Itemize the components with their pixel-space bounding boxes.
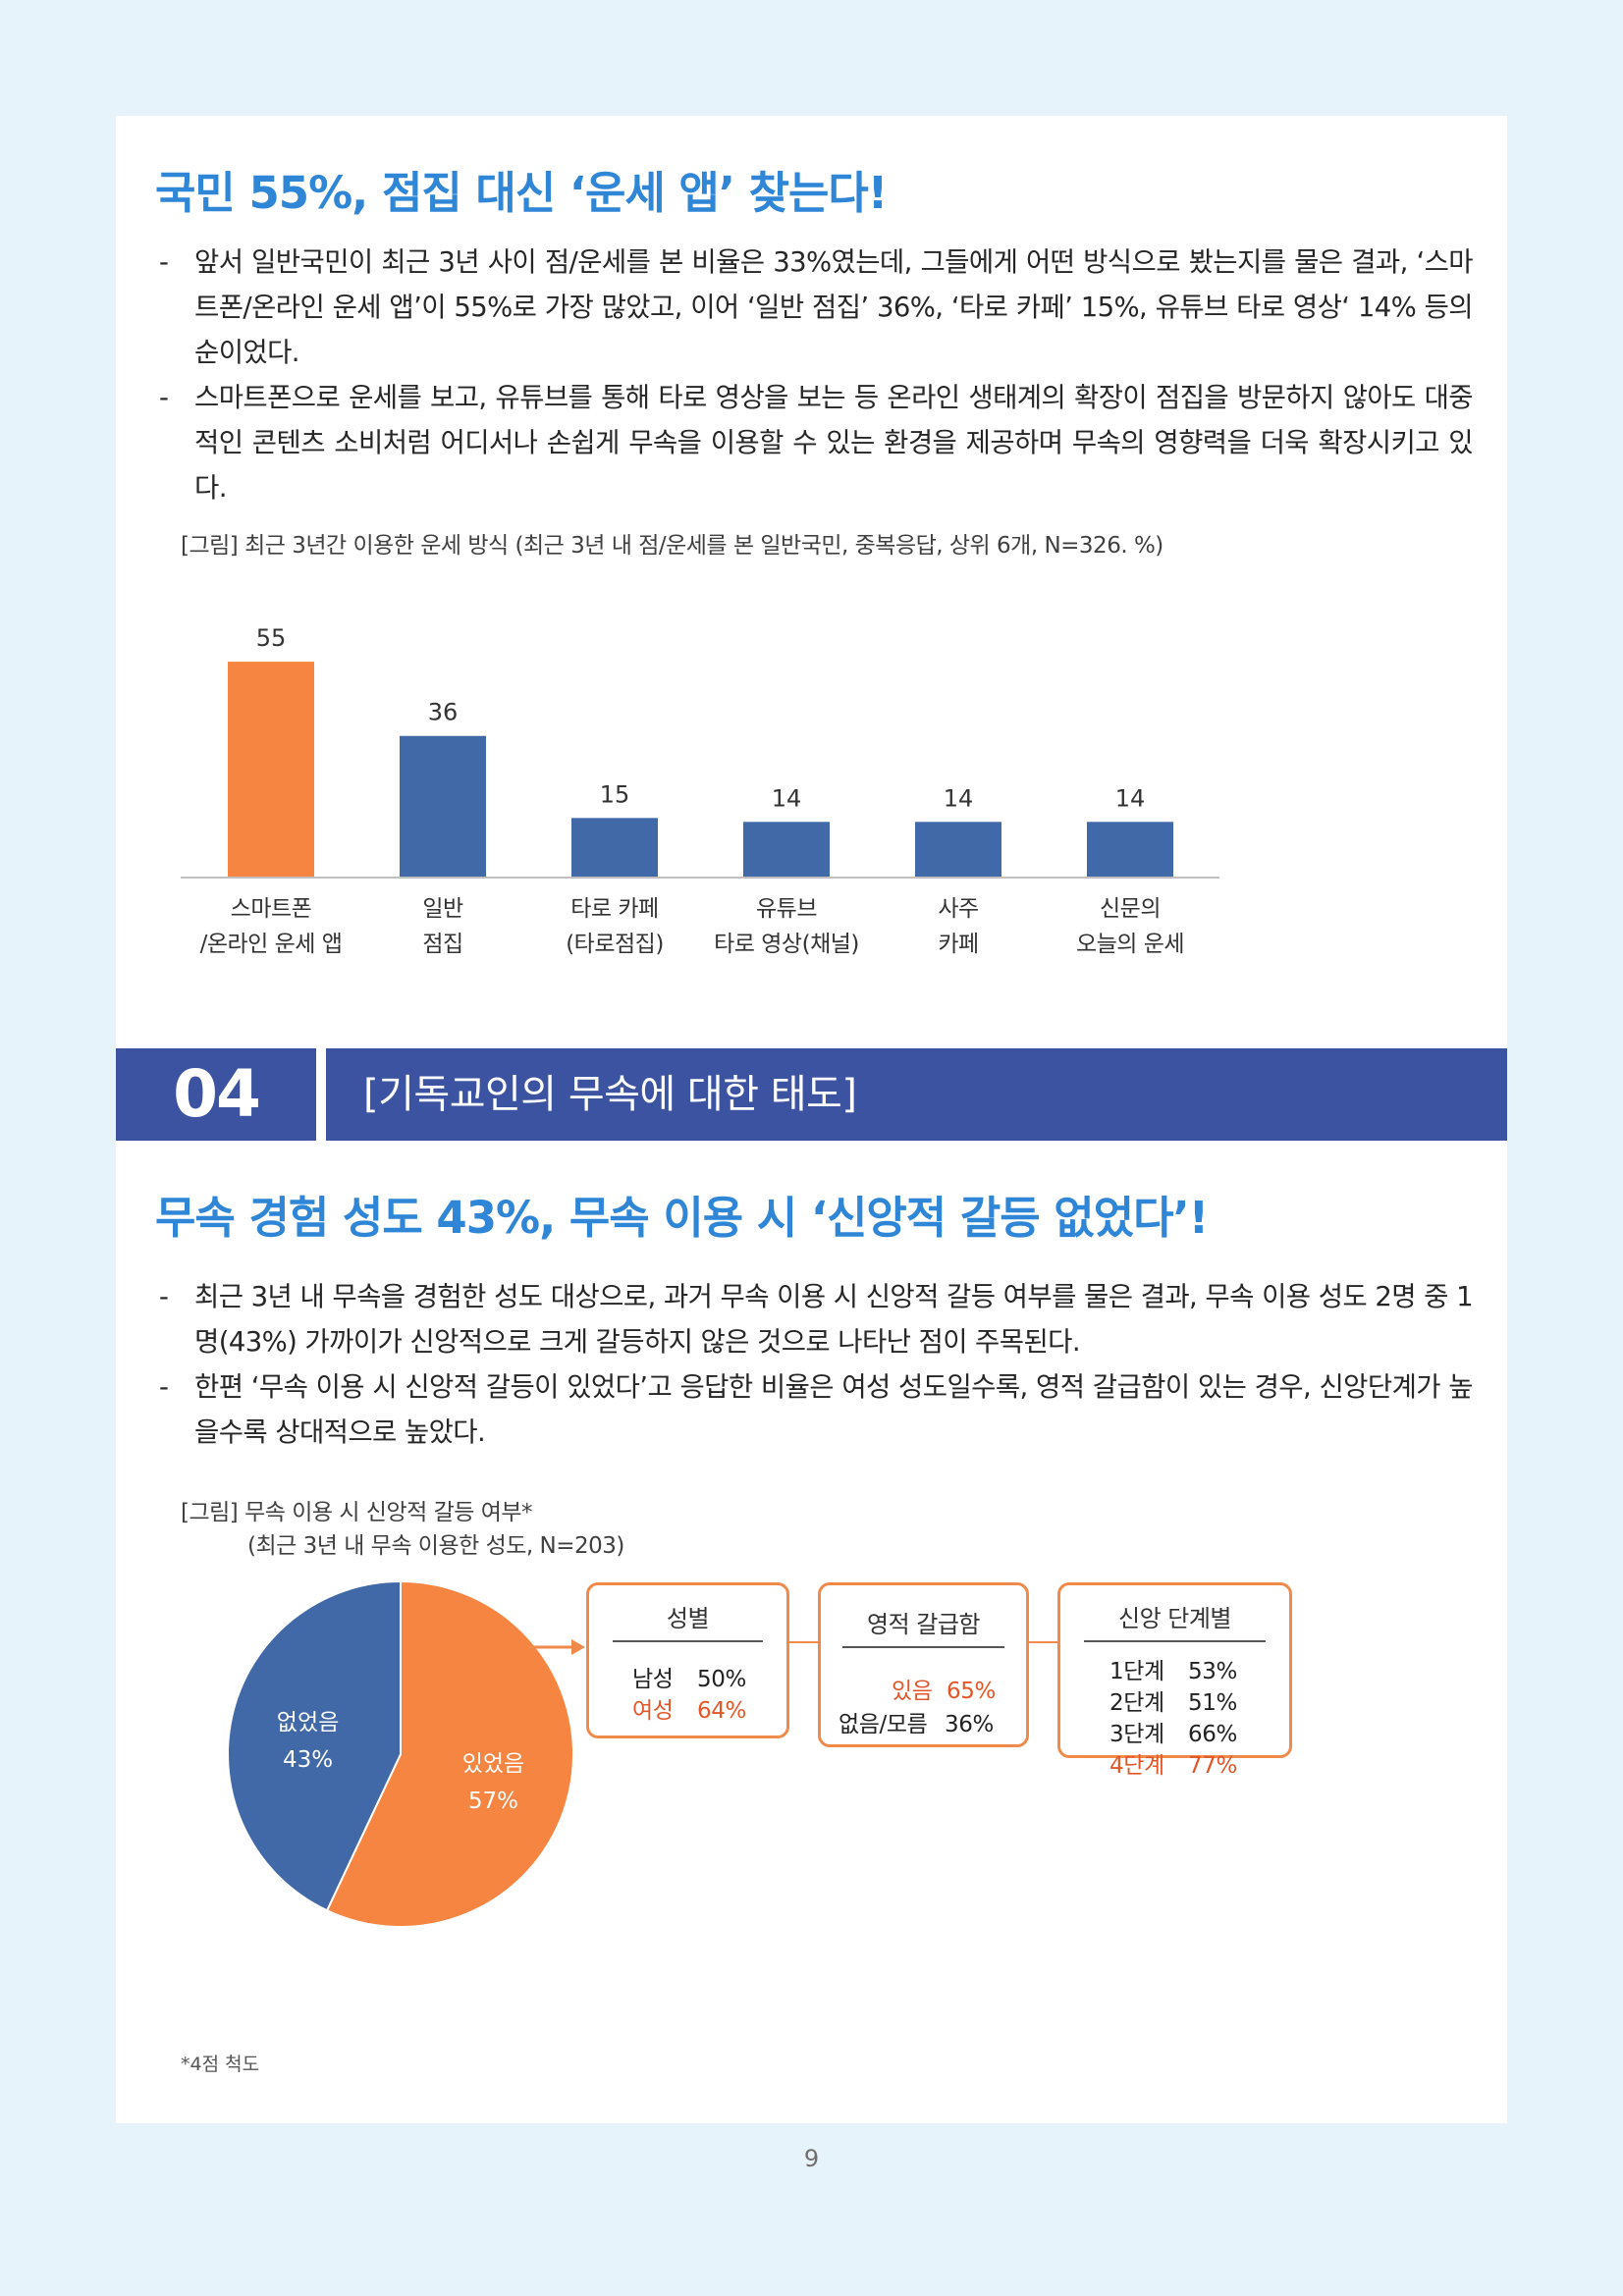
slice-value: 57%: [468, 1789, 518, 1814]
section-number: 04: [173, 1056, 261, 1132]
row-label: 2단계: [1109, 1690, 1164, 1716]
slice-label: 없었음: [277, 1710, 339, 1735]
breakdown-box-gender: 성별 남성 50% 여성 64%: [586, 1582, 789, 1738]
slice-value: 43%: [283, 1747, 333, 1773]
row-value: 53%: [1188, 1659, 1237, 1684]
bar: [400, 735, 486, 877]
slice-label: 있었음: [462, 1751, 524, 1777]
category-label: 점집: [422, 932, 462, 957]
bar: [571, 818, 658, 877]
box-rule: [842, 1646, 1004, 1648]
bullet-item: 스마트폰으로 운세를 보고, 유튜브를 통해 타로 영상을 보는 등 온라인 생…: [155, 375, 1474, 510]
box-row: 3단계 66%: [1109, 1715, 1237, 1748]
box-rule: [613, 1640, 763, 1642]
section-title: [기독교인의 무속에 대한 태도]: [363, 1072, 857, 1117]
box-title: 성별: [666, 1605, 710, 1632]
box-title: 신앙 단계별: [1117, 1605, 1232, 1632]
data-label: 14: [772, 784, 802, 812]
row-value: 36%: [945, 1712, 994, 1737]
box-row: 남성 50%: [632, 1660, 746, 1693]
data-label: 15: [600, 780, 630, 808]
row-value: 66%: [1188, 1722, 1237, 1747]
pie-slice: [325, 1579, 574, 1928]
section1-headline: 국민 55%, 점집 대신 ‘운세 앱’ 찾는다!: [155, 167, 888, 219]
box-title: 영적 갈급함: [866, 1611, 981, 1638]
section2-bullets: 최근 3년 내 무속을 경험한 성도 대상으로, 과거 무속 이용 시 신앙적 …: [155, 1274, 1474, 1455]
category-label: 스마트폰: [231, 896, 312, 922]
section-header: 04 [기독교인의 무속에 대한 태도]: [116, 1048, 1507, 1141]
bar: [743, 822, 830, 877]
data-label: 36: [428, 699, 459, 726]
box-row: 2단계 51%: [1109, 1683, 1237, 1717]
figure-caption-conflict-sub: (최근 3년 내 무속 이용한 성도, N=203): [247, 1533, 624, 1559]
box-row: 있음 65%: [892, 1672, 996, 1705]
row-value: 65%: [947, 1679, 996, 1704]
page-number: 9: [803, 2145, 820, 2172]
row-label: 남성: [632, 1667, 674, 1692]
bar: [228, 662, 314, 877]
data-label: 55: [256, 624, 287, 652]
data-label: 14: [944, 784, 974, 812]
row-label: 4단계: [1109, 1753, 1164, 1779]
conflict-pie-chart: 있었음 57% 없었음 43%: [227, 1579, 574, 1928]
bar: [915, 822, 1001, 877]
category-label: 오늘의 운세: [1076, 932, 1184, 957]
report-page: 국민 55%, 점집 대신 ‘운세 앱’ 찾는다! 앞서 일반국민이 최근 3년…: [116, 116, 1507, 2123]
row-value: 64%: [697, 1698, 746, 1724]
row-label: 없음/모름: [839, 1712, 928, 1737]
category-label: 타로 영상(채널): [714, 932, 859, 957]
footnote: *4점 척도: [181, 2054, 260, 2075]
breakdown-box-spiritual-thirst: 영적 갈급함 있음 65% 없음/모름 36%: [818, 1582, 1029, 1747]
figure-caption-conflict: [그림] 무속 이용 시 신앙적 갈등 여부*: [181, 1500, 533, 1525]
category-label: 일반: [422, 896, 463, 922]
section1-bullets: 앞서 일반국민이 최근 3년 사이 점/운세를 본 비율은 33%였는데, 그들…: [155, 240, 1474, 510]
bar: [1087, 822, 1173, 877]
box-row: 여성 64%: [632, 1691, 746, 1725]
pie-slice: [227, 1579, 402, 1912]
bullet-item: 최근 3년 내 무속을 경험한 성도 대상으로, 과거 무속 이용 시 신앙적 …: [155, 1274, 1474, 1364]
figure-caption-fortune-methods: [그림] 최근 3년간 이용한 운세 방식 (최근 3년 내 점/운세를 본 일…: [181, 533, 1163, 559]
box-row: 4단계 77%: [1109, 1746, 1237, 1780]
category-label: 신문의: [1100, 896, 1161, 922]
category-label: /온라인 운세 앱: [200, 932, 343, 957]
category-label: 유튜브: [756, 896, 817, 922]
connector-line: [786, 1641, 818, 1643]
connector-line: [1026, 1641, 1057, 1643]
box-rule: [1084, 1640, 1266, 1642]
bullet-item: 한편 ‘무속 이용 시 신앙적 갈등이 있었다’고 응답한 비율은 여성 성도일…: [155, 1364, 1474, 1455]
section-divider: [316, 1048, 326, 1141]
box-row: 없음/모름 36%: [839, 1705, 994, 1738]
category-label: 타로 카페: [570, 896, 658, 922]
row-value: 50%: [697, 1667, 746, 1692]
data-label: 14: [1115, 784, 1146, 812]
row-label: 있음: [892, 1679, 933, 1704]
category-label: (타로점집): [566, 932, 664, 957]
arrow-icon: [528, 1639, 585, 1655]
row-label: 1단계: [1109, 1659, 1164, 1684]
category-label: 카페: [938, 932, 978, 957]
row-label: 여성: [632, 1698, 674, 1724]
category-label: 사주: [938, 896, 978, 922]
row-value: 77%: [1188, 1753, 1237, 1779]
row-value: 51%: [1188, 1690, 1237, 1716]
bullet-item: 앞서 일반국민이 최근 3년 사이 점/운세를 본 비율은 33%였는데, 그들…: [155, 240, 1474, 375]
breakdown-box-faith-stage: 신앙 단계별 1단계 53% 2단계 51% 3단계 66% 4단계 77%: [1057, 1582, 1292, 1779]
section2-headline: 무속 경험 성도 43%, 무속 이용 시 ‘신앙적 갈등 없었다’!: [155, 1192, 1209, 1244]
row-label: 3단계: [1109, 1722, 1164, 1747]
box-row: 1단계 53%: [1109, 1652, 1237, 1685]
